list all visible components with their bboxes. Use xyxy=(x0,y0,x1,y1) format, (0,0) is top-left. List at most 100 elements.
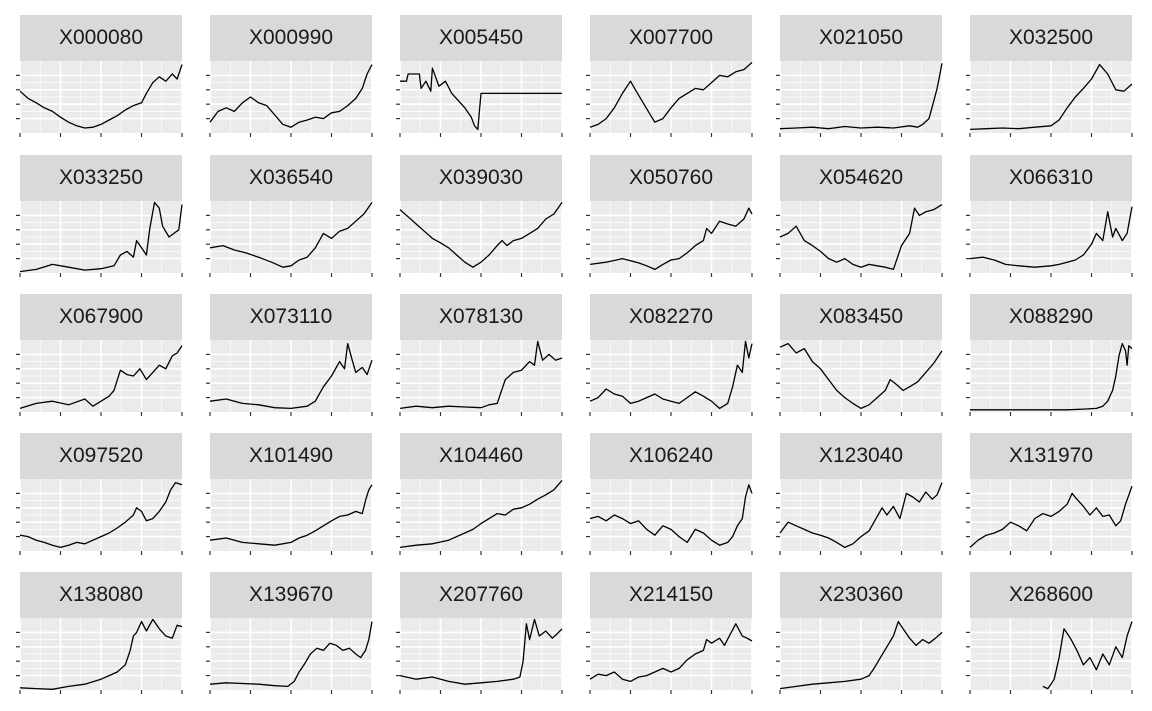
facet-panel: X230360 xyxy=(776,572,943,698)
facet-panel: X138080 xyxy=(16,572,183,698)
facet-strip-label: X139670 xyxy=(210,572,372,618)
facet-plot-area xyxy=(586,479,753,555)
series-line xyxy=(400,67,562,131)
facet-panel: X050760 xyxy=(586,155,753,281)
facet-panel: X000990 xyxy=(206,15,373,141)
series-line xyxy=(1042,621,1133,690)
facet-strip-label: X021050 xyxy=(780,15,942,61)
series-line xyxy=(970,342,1133,411)
facet-panel: X104460 xyxy=(396,433,563,559)
series-line xyxy=(209,342,373,410)
series-line xyxy=(589,623,753,683)
series-line xyxy=(209,202,373,268)
facet-plot-area xyxy=(776,201,943,277)
facet-strip-label: X101490 xyxy=(210,433,372,479)
facet-plot-area xyxy=(16,618,183,694)
series-line xyxy=(589,484,753,546)
facet-strip-label: X032500 xyxy=(970,15,1132,61)
facet-panel: X007700 xyxy=(586,15,753,141)
facet-panel: X082270 xyxy=(586,294,753,420)
facet-strip-label: X039030 xyxy=(400,155,562,201)
facet-plot-area xyxy=(776,479,943,555)
facet-strip-label: X268600 xyxy=(970,572,1132,618)
series-line xyxy=(209,64,373,128)
series-line xyxy=(589,61,753,128)
series-line xyxy=(589,340,753,410)
facet-strip-label: X131970 xyxy=(970,433,1132,479)
facet-plot-area xyxy=(16,201,183,277)
facet-strip-label: X000990 xyxy=(210,15,372,61)
facet-plot-area xyxy=(16,340,183,416)
facet-panel: X131970 xyxy=(966,433,1133,559)
facet-plot-area xyxy=(966,479,1133,555)
facet-plot-area xyxy=(206,479,373,555)
facet-strip-label: X066310 xyxy=(970,155,1132,201)
facet-panel: X123040 xyxy=(776,433,943,559)
facet-strip-label: X036540 xyxy=(210,155,372,201)
series-line xyxy=(779,620,943,690)
series-line xyxy=(589,207,753,271)
facet-panel: X078130 xyxy=(396,294,563,420)
facet-strip-label: X078130 xyxy=(400,294,562,340)
facet-plot-area xyxy=(776,340,943,416)
series-line xyxy=(19,345,183,410)
facet-strip-label: X123040 xyxy=(780,433,942,479)
facet-plot-area xyxy=(966,61,1133,137)
facet-strip-label: X083450 xyxy=(780,294,942,340)
facet-panel: X000080 xyxy=(16,15,183,141)
facet-panel: X032500 xyxy=(966,15,1133,141)
facet-strip-label: X214150 xyxy=(590,572,752,618)
facet-panel: X083450 xyxy=(776,294,943,420)
facet-panel: X005450 xyxy=(396,15,563,141)
facet-panel: X066310 xyxy=(966,155,1133,281)
facet-strip-label: X054620 xyxy=(780,155,942,201)
facet-plot-area xyxy=(396,618,563,694)
facet-plot-area xyxy=(396,61,563,137)
facet-plot-area xyxy=(396,340,563,416)
facet-plot-area xyxy=(16,61,183,137)
facet-strip-label: X082270 xyxy=(590,294,752,340)
facet-panel: X268600 xyxy=(966,572,1133,698)
series-line xyxy=(969,63,1133,131)
facet-strip-label: X005450 xyxy=(400,15,562,61)
series-line xyxy=(969,485,1133,548)
facet-strip-label: X097520 xyxy=(20,433,182,479)
facet-panel: X021050 xyxy=(776,15,943,141)
facet-panel: X214150 xyxy=(586,572,753,698)
facet-strip-label: X067900 xyxy=(20,294,182,340)
facet-panel: X097520 xyxy=(16,433,183,559)
series-line xyxy=(399,202,563,268)
facet-panel: X073110 xyxy=(206,294,373,420)
facet-plot-area xyxy=(586,201,753,277)
facet-panel: X207760 xyxy=(396,572,563,698)
facet-strip-label: X050760 xyxy=(590,155,752,201)
facet-strip-label: X073110 xyxy=(210,294,372,340)
facet-plot-area xyxy=(206,61,373,137)
facet-plot-area xyxy=(586,340,753,416)
facet-plot-area xyxy=(966,618,1133,694)
facet-plot-area xyxy=(776,618,943,694)
facet-strip-label: X033250 xyxy=(20,155,182,201)
series-line xyxy=(209,621,373,688)
series-line xyxy=(399,479,563,549)
facet-strip-label: X207760 xyxy=(400,572,562,618)
facet-panel: X101490 xyxy=(206,433,373,559)
series-line xyxy=(19,618,183,690)
facet-panel: X039030 xyxy=(396,155,563,281)
facet-plot-area xyxy=(966,340,1133,416)
series-line xyxy=(19,201,183,273)
facet-strip-label: X088290 xyxy=(970,294,1132,340)
facet-plot-area xyxy=(206,340,373,416)
facet-panel: X106240 xyxy=(586,433,753,559)
facet-plot-area xyxy=(16,479,183,555)
facet-strip-label: X007700 xyxy=(590,15,752,61)
series-line xyxy=(19,64,183,129)
series-line xyxy=(399,618,563,685)
facet-panel: X139670 xyxy=(206,572,373,698)
facet-plot-area xyxy=(396,201,563,277)
series-line xyxy=(399,340,563,410)
facet-strip-label: X104460 xyxy=(400,433,562,479)
series-line xyxy=(779,204,943,271)
facet-plot-area xyxy=(966,201,1133,277)
